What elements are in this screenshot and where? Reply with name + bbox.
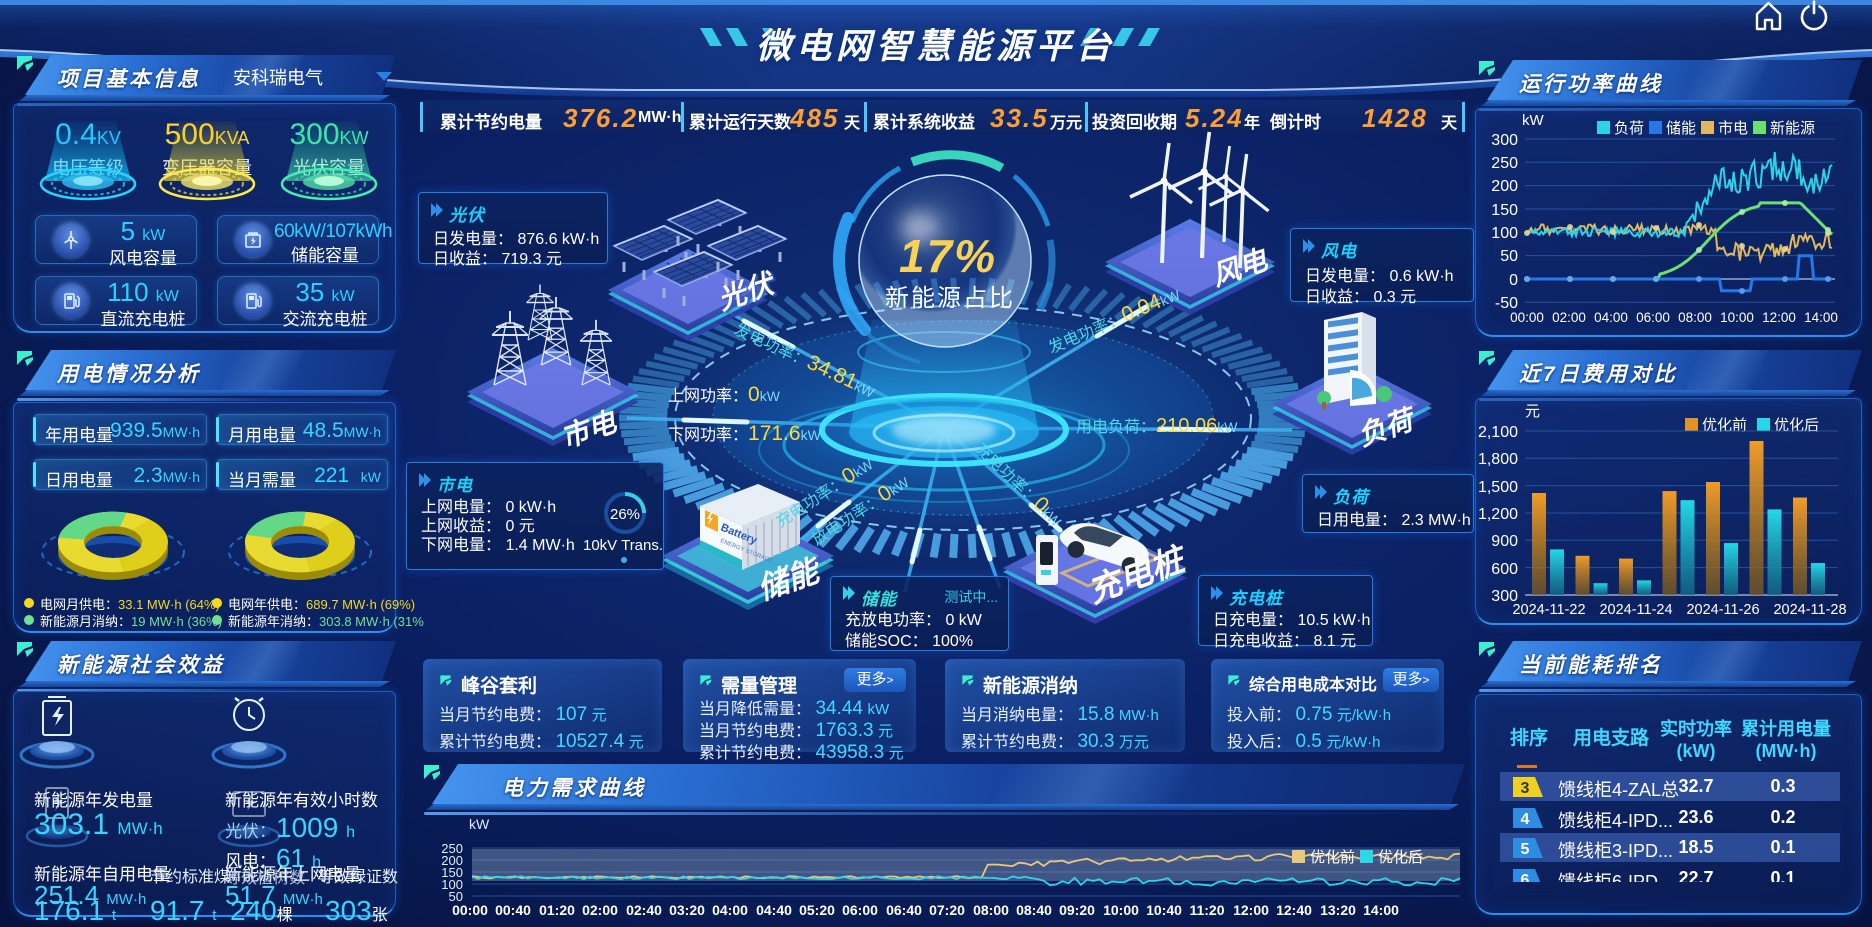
svg-text:11:20: 11:20 (1189, 902, 1224, 918)
svg-text:kW: kW (1522, 112, 1545, 129)
svg-text:1,500: 1,500 (1478, 479, 1518, 496)
svg-text:4: 4 (1521, 811, 1530, 828)
svg-text:2024-11-28: 2024-11-28 (1773, 602, 1846, 618)
svg-text:02:00: 02:00 (1552, 310, 1586, 325)
svg-text:储能: 储能 (1666, 120, 1696, 137)
svg-text:元: 元 (1525, 403, 1540, 420)
svg-text:900: 900 (1491, 533, 1518, 550)
svg-text:06:40: 06:40 (886, 902, 922, 918)
svg-text:13:20: 13:20 (1320, 902, 1356, 918)
svg-text:06:00: 06:00 (842, 902, 878, 918)
svg-text:07:20: 07:20 (929, 902, 965, 918)
svg-text:200: 200 (441, 853, 463, 868)
svg-text:2024-11-24: 2024-11-24 (1599, 602, 1672, 618)
svg-text:09:20: 09:20 (1059, 902, 1095, 918)
svg-text:04:00: 04:00 (1594, 310, 1628, 325)
svg-text:04:00: 04:00 (712, 902, 748, 918)
svg-text:0: 0 (1509, 272, 1518, 289)
svg-text:50: 50 (449, 889, 463, 904)
svg-text:00:40: 00:40 (495, 902, 531, 918)
svg-text:12:00: 12:00 (1233, 902, 1269, 918)
svg-text:市电: 市电 (1718, 120, 1748, 137)
svg-text:300: 300 (1491, 132, 1518, 149)
svg-text:14:00: 14:00 (1363, 902, 1399, 918)
svg-text:1,800: 1,800 (1478, 451, 1518, 468)
svg-text:200: 200 (1491, 178, 1518, 195)
svg-text:250: 250 (1491, 155, 1518, 172)
svg-text:02:40: 02:40 (626, 902, 662, 918)
svg-text:01:20: 01:20 (539, 902, 575, 918)
svg-text:优化前: 优化前 (1310, 849, 1355, 866)
svg-text:12:00: 12:00 (1762, 310, 1796, 325)
svg-text:02:00: 02:00 (582, 902, 618, 918)
svg-text:26%: 26% (610, 506, 640, 523)
svg-text:00:00: 00:00 (1510, 310, 1544, 325)
svg-text:1,200: 1,200 (1478, 506, 1518, 523)
svg-text:08:00: 08:00 (973, 902, 1009, 918)
svg-text:2024-11-26: 2024-11-26 (1686, 602, 1759, 618)
svg-text:负荷: 负荷 (1614, 120, 1644, 137)
svg-text:2024-11-22: 2024-11-22 (1512, 602, 1585, 618)
svg-text:kW: kW (469, 816, 490, 832)
svg-text:03:20: 03:20 (669, 902, 705, 918)
svg-text:3: 3 (1521, 780, 1530, 797)
svg-text:300: 300 (1491, 588, 1518, 605)
svg-text:5: 5 (1521, 841, 1530, 858)
svg-text:新能源: 新能源 (1770, 120, 1815, 137)
svg-text:04:40: 04:40 (756, 902, 792, 918)
svg-text:150: 150 (1491, 202, 1518, 219)
svg-text:100: 100 (441, 877, 463, 892)
svg-text:06:00: 06:00 (1636, 310, 1670, 325)
svg-text:50: 50 (1500, 248, 1518, 265)
svg-text:优化前: 优化前 (1702, 417, 1747, 434)
svg-text:08:00: 08:00 (1678, 310, 1712, 325)
svg-text:600: 600 (1491, 561, 1518, 578)
svg-text:250: 250 (441, 841, 463, 856)
svg-text:2,100: 2,100 (1478, 424, 1518, 441)
svg-text:00:00: 00:00 (452, 902, 488, 918)
svg-text:08:40: 08:40 (1016, 902, 1052, 918)
svg-text:优化后: 优化后 (1774, 417, 1819, 434)
svg-text:6: 6 (1521, 872, 1530, 882)
svg-text:100: 100 (1491, 225, 1518, 242)
svg-text:新能源占比: 新能源占比 (885, 285, 1015, 312)
svg-text:150: 150 (441, 865, 463, 880)
svg-text:10:40: 10:40 (1146, 902, 1182, 918)
svg-text:10:00: 10:00 (1720, 310, 1754, 325)
svg-text:17%: 17% (899, 230, 997, 282)
svg-text:10:00: 10:00 (1103, 902, 1139, 918)
svg-text:05:20: 05:20 (799, 902, 835, 918)
svg-text:12:40: 12:40 (1276, 902, 1312, 918)
svg-text:-50: -50 (1495, 295, 1518, 312)
svg-text:14:00: 14:00 (1804, 310, 1838, 325)
svg-text:优化后: 优化后 (1378, 849, 1423, 866)
